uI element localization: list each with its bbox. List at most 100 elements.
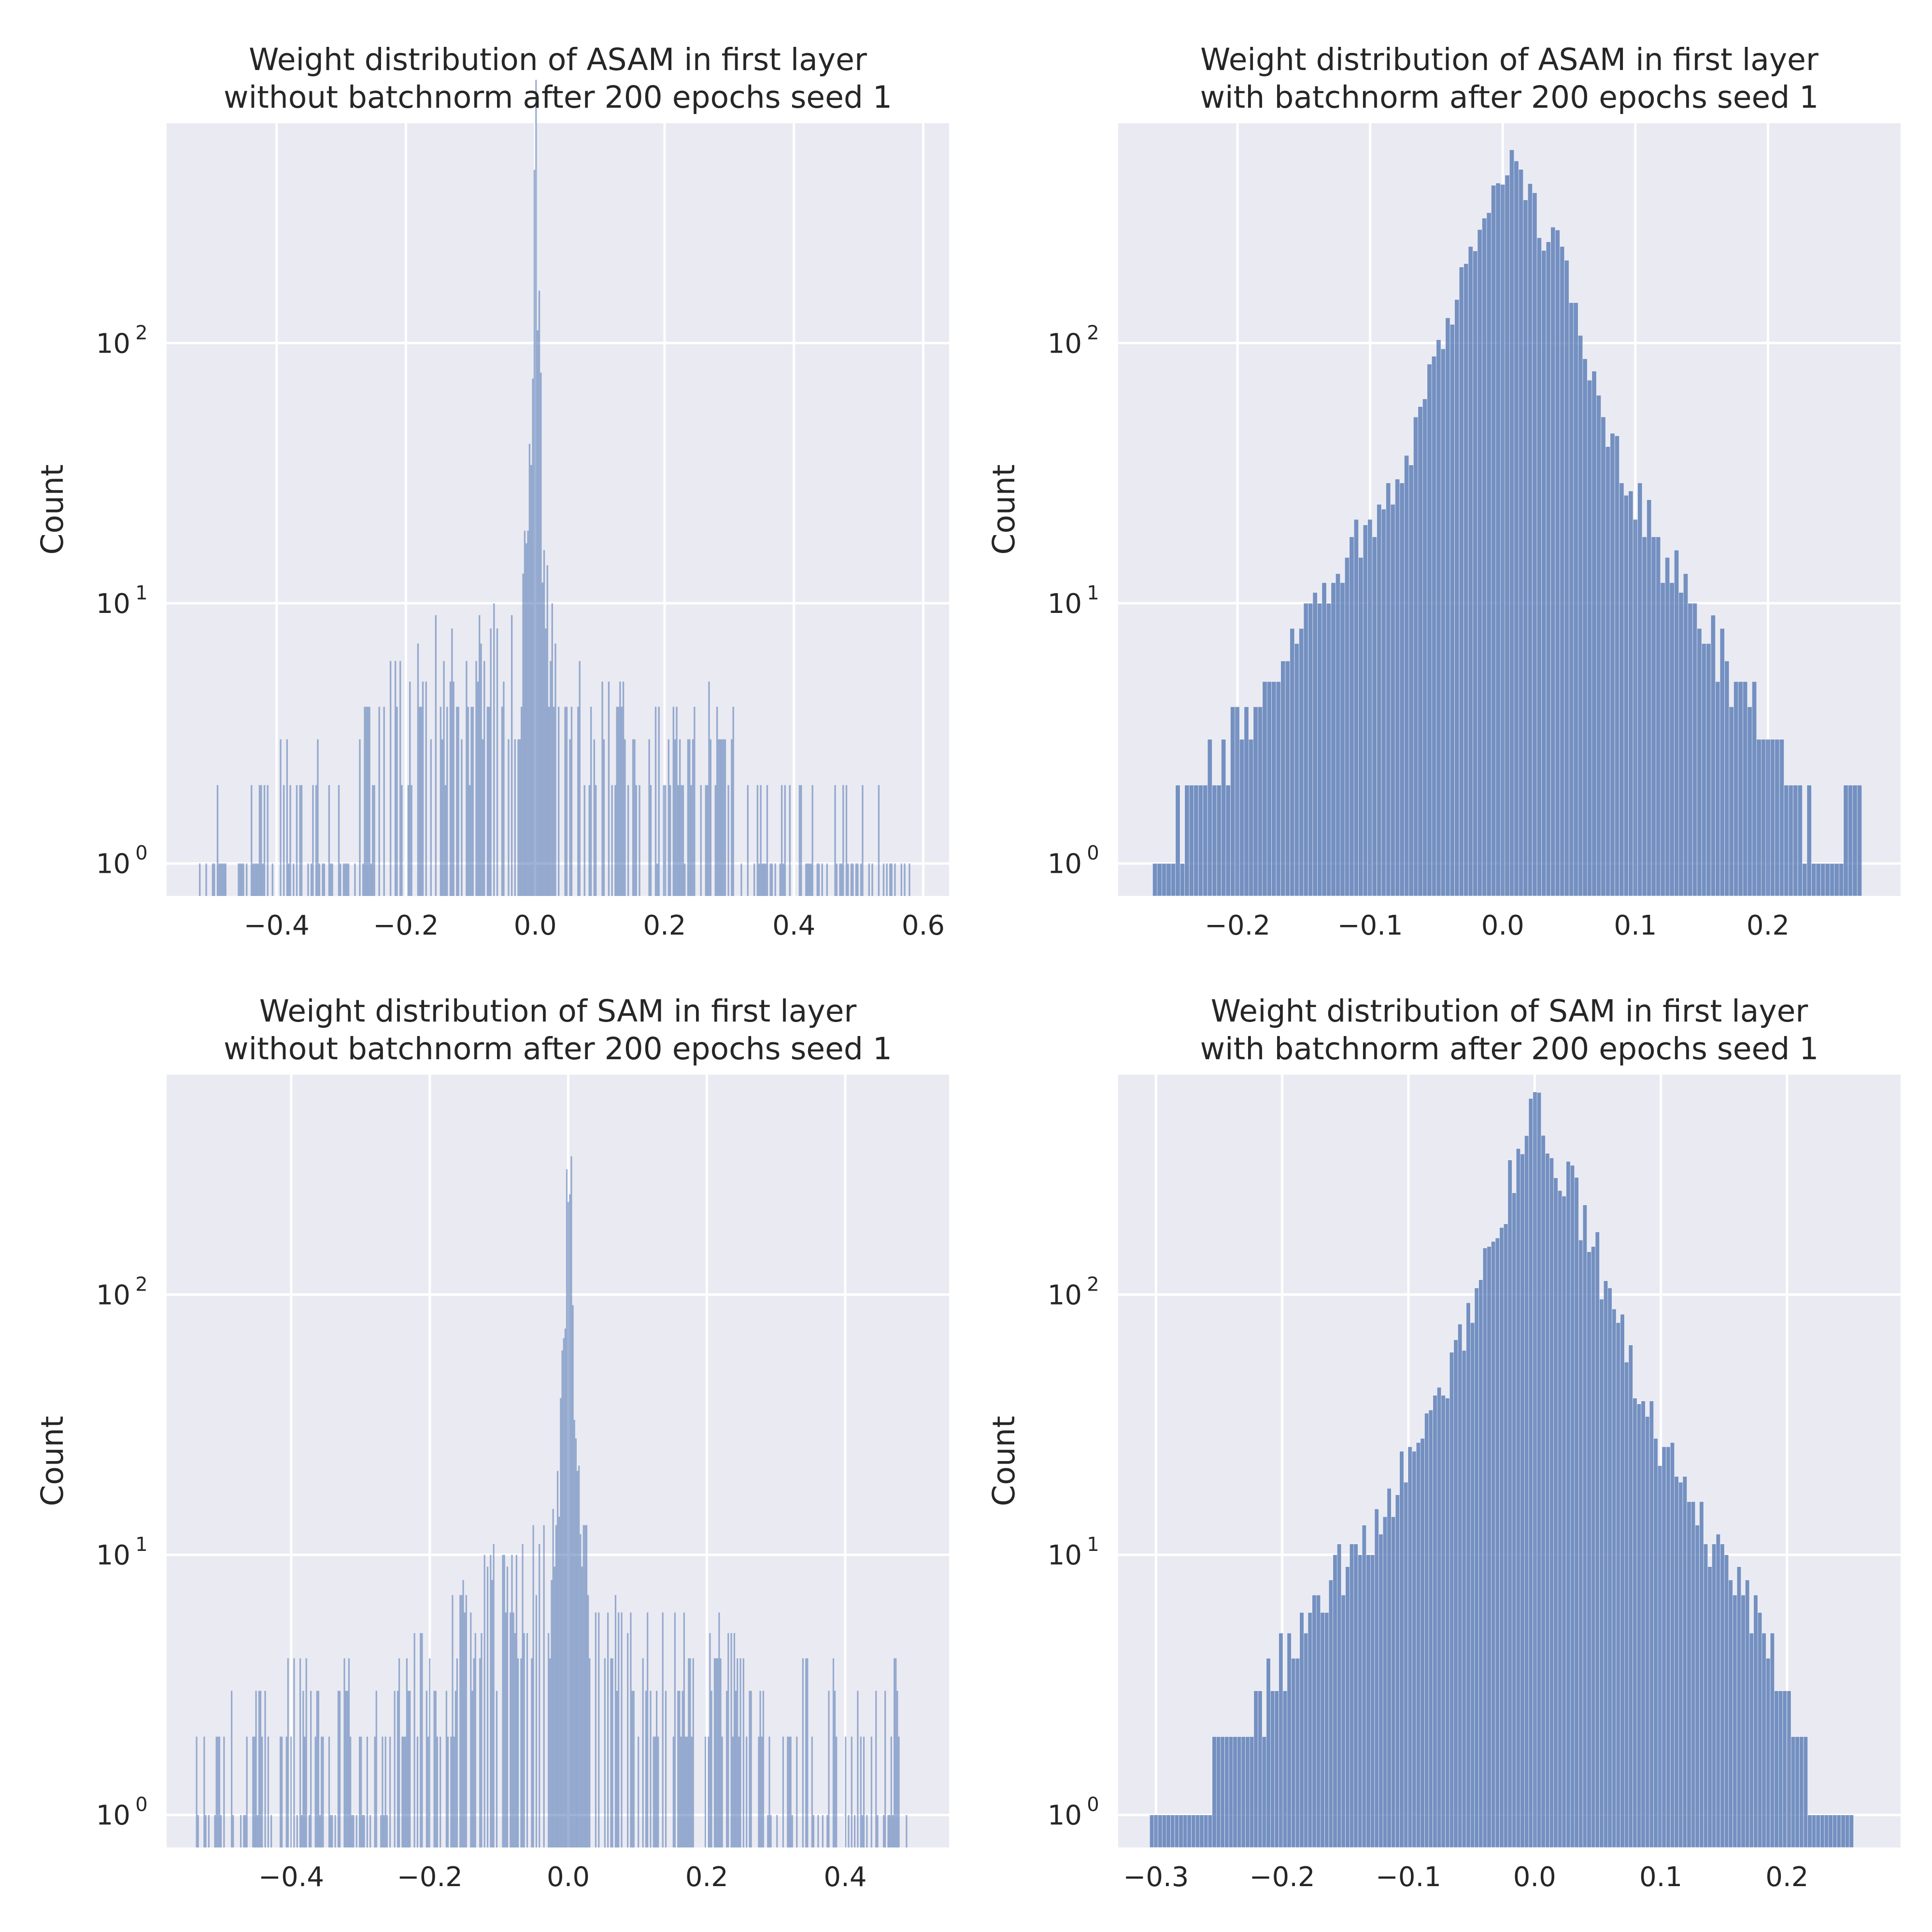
histogram-bar [677,1690,679,1847]
histogram-bar [821,863,823,896]
histogram-bar [286,739,288,896]
x-tick-label: −0.1 [1376,1861,1441,1893]
histogram-bar [1235,707,1240,896]
histogram-bar [1499,1227,1504,1848]
histogram-bar [826,1815,828,1847]
histogram-bar [1399,483,1405,896]
histogram-bar [242,863,244,896]
histogram-bar [238,863,240,896]
histogram-bar [1445,1398,1450,1848]
histogram-bar [1642,537,1647,896]
histogram-bar [1849,1815,1854,1848]
histogram-bar [1720,1544,1725,1848]
histogram-bar [779,863,781,896]
histogram-bar [808,863,810,896]
histogram-bar [296,1815,298,1847]
histogram-bar [607,1612,609,1847]
histogram-bar [1712,1544,1717,1848]
chart-title-line: Weight distribution of ASAM in first lay… [249,42,867,77]
histogram-bar [380,1815,382,1847]
histogram-bar [551,1580,553,1847]
histogram-bar [1189,785,1194,896]
histogram-bar [450,1736,452,1847]
histogram-bar [322,863,324,896]
histogram-bar [1599,1299,1604,1848]
histogram-bar [1395,479,1400,896]
histogram-bar [805,1658,807,1847]
histogram-bar [1716,1534,1720,1848]
histogram-bar [1228,1736,1234,1848]
histogram-bar [1795,1736,1800,1848]
histogram-bar [526,543,527,896]
histogram-bar [906,1815,908,1847]
histogram-bar [300,785,303,896]
y-tick-exponent: 2 [1087,322,1099,344]
histogram-bar [891,863,893,896]
histogram-bar [866,1815,868,1847]
histogram-bar [1733,1595,1737,1848]
histogram-bar [676,707,678,896]
histogram-bar [1558,1190,1563,1848]
histogram-bar [1633,1398,1637,1848]
histogram-bar [1839,863,1844,896]
histogram-bar [727,1633,729,1847]
histogram-bar [561,1350,563,1847]
histogram-bar [1449,324,1455,896]
histogram-bar [1353,519,1359,896]
histogram-bar [852,863,854,896]
histogram-bar [262,863,264,896]
y-axis-label: Count [35,1416,70,1506]
histogram-bar [769,863,771,896]
histogram-bar [535,1595,537,1847]
histogram-bar [1607,1288,1612,1848]
histogram-bar [243,1815,245,1847]
histogram-bar [1427,364,1432,896]
histogram-bar [254,1736,256,1847]
histogram-bar [404,1736,406,1847]
histogram-bar [244,1815,246,1847]
histogram-bar [1212,1736,1217,1848]
histogram-bar [1473,251,1478,896]
histogram-bar [706,785,709,896]
histogram-bar [350,1736,352,1847]
histogram-bar [1324,1612,1329,1848]
histogram-bar [1623,495,1629,896]
histogram-bar [822,1815,824,1847]
histogram-bar [576,1471,579,1847]
x-tick-label: 0.0 [1513,1861,1556,1893]
histogram-bar [1225,785,1231,896]
histogram-bar [453,1736,455,1847]
histogram-bar [429,1658,431,1847]
histogram-bar [871,863,873,896]
histogram-bar [1775,739,1780,896]
histogram-bar [545,628,547,896]
histogram-bar [847,863,849,896]
y-tick-label: 10 [1048,1279,1082,1311]
histogram-bar [425,682,427,896]
histogram-bar [1757,1612,1762,1848]
histogram-bar [1728,1579,1733,1848]
histogram-bar [1241,1736,1246,1848]
histogram-bar [370,863,372,896]
histogram-bar [718,1612,720,1847]
histogram-bar [255,1690,257,1847]
histogram-bar [1674,1476,1679,1848]
y-tick-label: 10 [96,328,130,359]
histogram-bar [1326,603,1332,896]
histogram-bar [588,785,590,896]
histogram-bar [524,530,526,896]
histogram-bar [267,1736,269,1847]
histogram-bar [1770,739,1776,896]
histogram-bar [877,1815,879,1847]
histogram-bar [1199,1815,1204,1848]
histogram-bar [595,785,597,896]
histogram-bar [1532,192,1537,896]
histogram-bar [1399,1451,1404,1848]
histogram-bar [452,1595,454,1847]
histogram-bar [1816,1815,1820,1848]
histogram-bar [850,863,852,896]
histogram-bar [1463,263,1469,896]
histogram-bar [1512,1193,1517,1848]
histogram-bar [1637,483,1643,896]
histogram-bar [690,785,692,896]
